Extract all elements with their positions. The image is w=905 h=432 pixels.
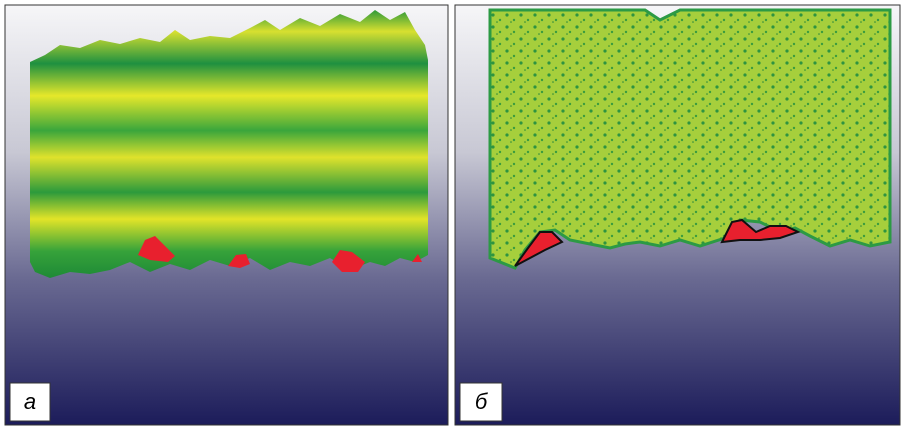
- panel-label: а: [24, 389, 36, 414]
- panel-label: б: [475, 389, 489, 414]
- figure: а б: [0, 0, 905, 427]
- surface: [30, 10, 428, 278]
- panel-b: б: [455, 5, 900, 425]
- panel-a: а: [5, 5, 448, 425]
- surface: [490, 10, 890, 268]
